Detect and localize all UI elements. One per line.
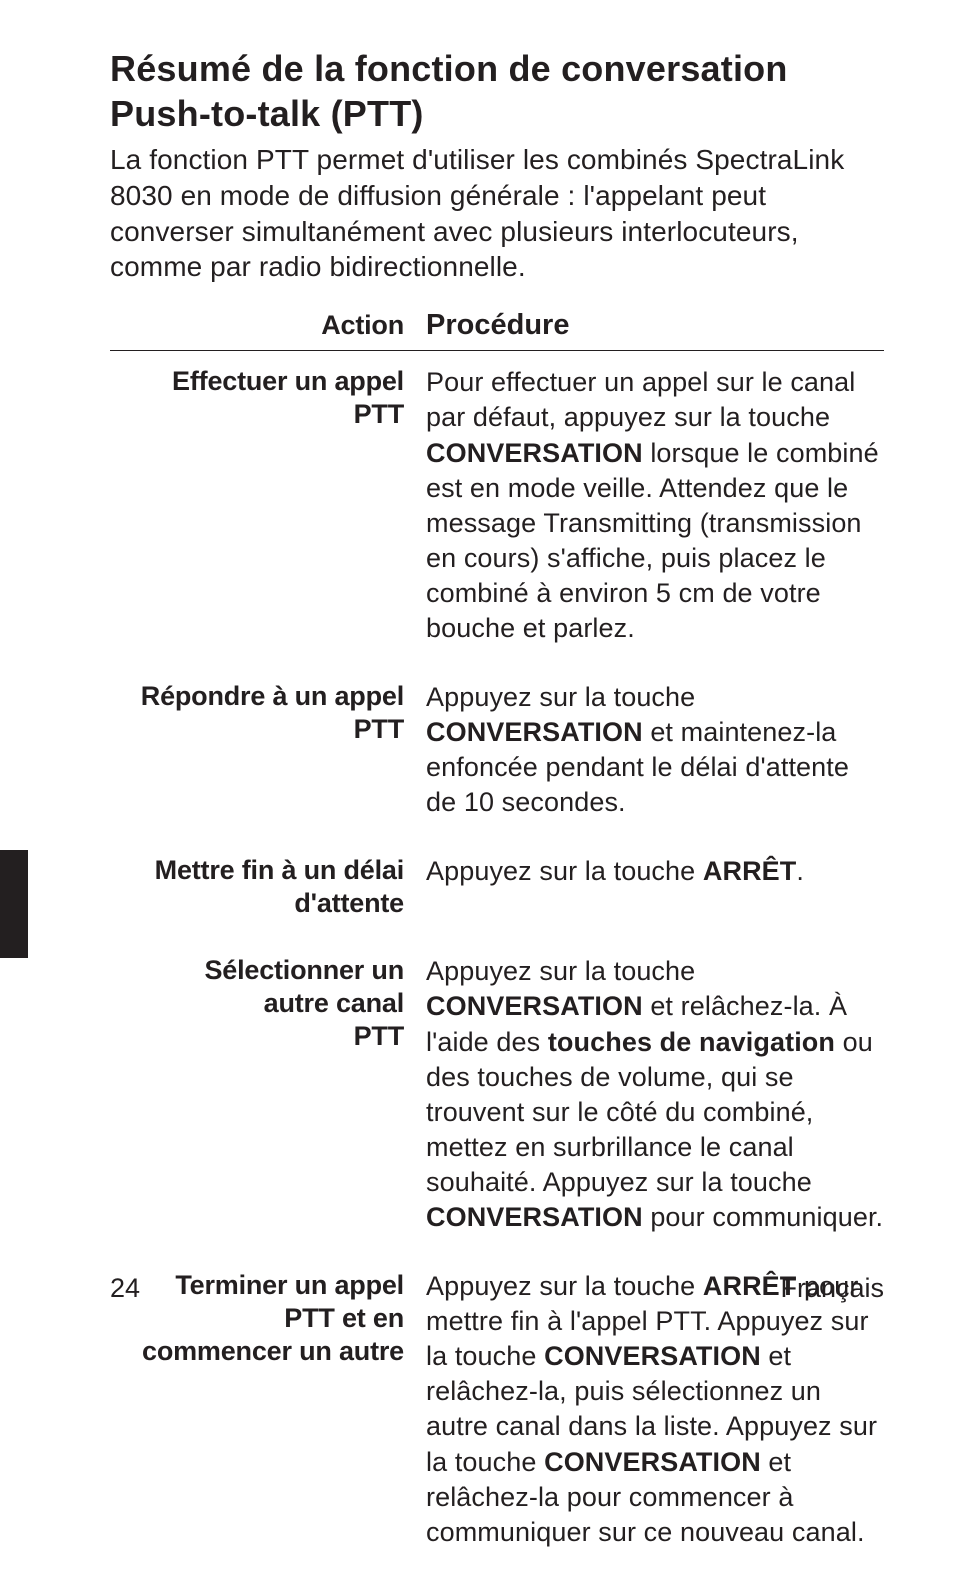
heading-line-1: Résumé de la fonction de conversation [110, 48, 788, 89]
table-row: Mettre fin à un délaid'attente Appuyez s… [110, 840, 884, 940]
heading-line-2: Push-to-talk (PTT) [110, 93, 424, 134]
col-procedure: Procédure [426, 309, 884, 351]
table-header-row: Action Procédure [110, 309, 884, 351]
table-row: Sélectionner unautre canalPTT Appuyez su… [110, 940, 884, 1255]
row-proc: Pour effectuer un appel sur le canal par… [426, 351, 884, 666]
page: Résumé de la fonction de conversation Pu… [0, 0, 954, 1350]
row-proc: Appuyez sur la touche CONVERSATION et re… [426, 940, 884, 1255]
row-label: Effectuer un appelPTT [110, 351, 426, 666]
side-tab [0, 850, 28, 958]
page-footer: 24 Français [110, 1273, 884, 1304]
table-row: Effectuer un appelPTT Pour effectuer un … [110, 351, 884, 666]
row-label: Répondre à un appelPTT [110, 666, 426, 840]
row-proc: Appuyez sur la touche ARRÊT. [426, 840, 884, 940]
row-label: Sélectionner unautre canalPTT [110, 940, 426, 1255]
procedure-table: Action Procédure Effectuer un appelPTT P… [110, 309, 884, 1570]
table-row: Répondre à un appelPTT Appuyez sur la to… [110, 666, 884, 840]
language-label: Français [780, 1273, 884, 1304]
col-action: Action [110, 309, 426, 351]
row-proc: Appuyez sur la touche CONVERSATION et ma… [426, 666, 884, 840]
row-label: Mettre fin à un délaid'attente [110, 840, 426, 940]
intro-paragraph: La fonction PTT permet d'utiliser les co… [110, 142, 884, 285]
page-number: 24 [110, 1273, 140, 1304]
section-heading: Résumé de la fonction de conversation Pu… [110, 46, 884, 136]
